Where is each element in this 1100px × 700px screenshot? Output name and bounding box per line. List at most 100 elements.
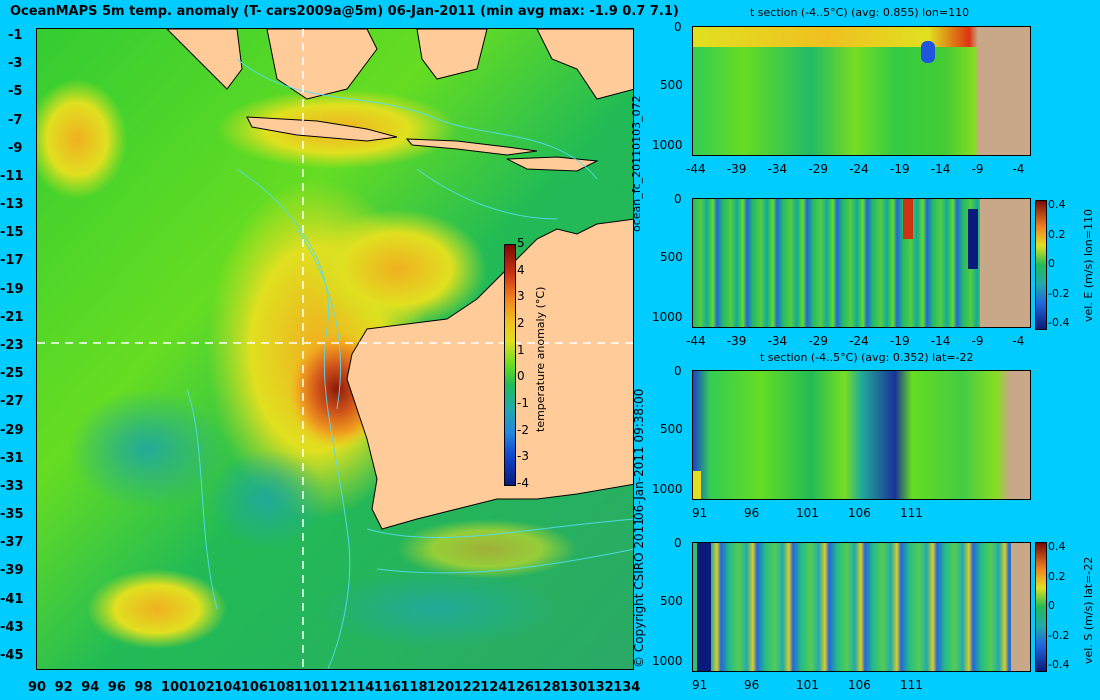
colorbar-tick-label: 1 [517, 342, 525, 357]
depth-tick-label: 500 [660, 78, 683, 92]
colorbar-tick-label: -4 [517, 476, 529, 490]
panel1-lat-axis: -44 -39 -34 -29 -24 -19 -14 -9 -4 [672, 162, 1052, 178]
panel3-title: t section (-4..5°C) (avg: 0.352) lat=-22 [760, 351, 974, 364]
velocity-colorbar-tick: 0.4 [1048, 198, 1066, 211]
depth-tick-label: 1000 [652, 310, 683, 324]
section-x-tick-label: -4 [1012, 334, 1025, 348]
lon-tick-label: 130 [560, 680, 588, 695]
velocity-colorbar-2-ticks: 0.4 0.2 0 -0.2 -0.4 [1048, 534, 1080, 678]
depth-tick-label: 0 [674, 364, 682, 378]
lon-tick-label: 122 [453, 680, 481, 695]
section-x-tick-label: -14 [930, 334, 951, 348]
section-x-tick-label: -44 [686, 162, 706, 176]
lon-tick-label: 106 [240, 680, 268, 695]
panel2-depth-axis: 0 500 1000 [640, 192, 688, 334]
lat-tick-label: -43 [0, 619, 24, 635]
section-x-tick-label: 106 [848, 678, 871, 692]
section-x-tick-label: -34 [767, 162, 788, 176]
lon-tick-label: 110 [294, 680, 322, 695]
lon-tick-label: 114 [347, 680, 375, 695]
section-x-tick-label: 96 [744, 678, 760, 692]
colorbar-tick-label: -2 [517, 422, 529, 437]
lat-tick-label: -33 [0, 478, 24, 494]
lon-tick-label: 124 [480, 680, 508, 695]
velocity-colorbar-tick: -0.2 [1048, 286, 1070, 300]
colorbar-tick-label: 0 [517, 369, 525, 384]
lat-tick-label: -11 [0, 168, 24, 184]
lat-tick-label: -1 [8, 28, 23, 43]
depth-tick-label: 1000 [652, 654, 683, 668]
lat-tick-label: -7 [8, 112, 23, 128]
lat-tick-label: -45 [0, 648, 24, 663]
panel1-depth-axis: 0 500 1000 [640, 20, 688, 162]
latitude-axis: -1 -3 -5 -7 -9 -11 -13 -15 -17 -19 -21 -23 -25 -27 -29… [0, 28, 34, 670]
depth-tick-label: 1000 [652, 482, 683, 496]
velocity-colorbar-tick: 0.2 [1048, 227, 1066, 241]
australia-landmass [346, 218, 633, 530]
lon-tick-label: 134 [613, 680, 641, 695]
section-x-tick-label: -4 [1012, 162, 1025, 176]
lat-tick-label: -3 [8, 56, 23, 72]
velocity-colorbar-1 [1035, 200, 1047, 330]
colorbar-tick-label: 3 [517, 289, 525, 304]
lat-tick-label: -9 [8, 140, 23, 156]
lon-tick-label: 116 [373, 680, 401, 695]
section-x-tick-label: -39 [726, 334, 747, 348]
section-x-tick-label: 111 [900, 506, 923, 520]
velocity-s-label: vel. S (m/s) lat=-22 [1082, 556, 1095, 664]
section-x-tick-label: -29 [808, 334, 828, 348]
panel4-depth-axis: 0 500 1000 [640, 536, 688, 678]
section-x-tick-label: -24 [849, 162, 869, 176]
section-x-tick-label: -24 [849, 334, 869, 348]
lat-tick-label: -29 [0, 422, 24, 438]
depth-tick-label: 500 [660, 422, 683, 436]
section-x-tick-label: -14 [930, 162, 951, 176]
lat-tick-label: -35 [0, 507, 24, 523]
map-colorbar-ticks: 5 4 3 2 1 0 -1 -2 -3 -4 [517, 236, 537, 492]
lon-tick-label: 112 [320, 680, 348, 695]
colorbar-tick-label: 5 [517, 236, 525, 250]
panel4-plot [692, 542, 1031, 672]
section-x-tick-label: 91 [692, 678, 708, 692]
lat-tick-label: -5 [8, 84, 23, 100]
section-x-tick-label: 96 [744, 506, 760, 520]
section-x-tick-label: 111 [900, 678, 923, 692]
longitude-axis: 90 92 94 96 98 100 102 104 106 108 110 112 114 116 118… [26, 680, 646, 696]
depth-tick-label: 500 [660, 594, 683, 608]
velocity-colorbar-2 [1035, 542, 1047, 672]
lon-tick-label: 90 [28, 680, 47, 695]
lat-tick-label: -15 [0, 225, 24, 241]
section-x-tick-label: -44 [686, 334, 706, 348]
lat-tick-label: -27 [0, 394, 24, 410]
lon-tick-label: 96 [107, 680, 126, 695]
depth-tick-label: 1000 [652, 138, 683, 152]
lat-tick-label: -31 [0, 450, 24, 466]
lon-tick-label: 118 [400, 680, 428, 695]
section-x-tick-label: -19 [890, 334, 910, 348]
depth-tick-label: 0 [674, 192, 682, 206]
lat-tick-label: -39 [0, 563, 24, 579]
lat-tick-label: -21 [0, 309, 24, 325]
lon-tick-label: 126 [506, 680, 534, 695]
section-x-tick-label: 106 [848, 506, 871, 520]
panel4-lon-axis: 91 96 101 106 111 [672, 678, 1052, 694]
lon-tick-label: 98 [134, 680, 153, 695]
lat-tick-label: -17 [0, 253, 24, 269]
section-x-tick-label: -9 [971, 334, 984, 348]
lat-tick-label: -25 [0, 366, 24, 382]
lon-tick-label: 104 [214, 680, 242, 695]
panel2-lat-axis: -44 -39 -34 -29 -24 -19 -14 -9 -4 [672, 334, 1052, 350]
panel2-plot [692, 198, 1031, 328]
velocity-e-label: vel. E (m/s) lon=110 [1082, 209, 1095, 322]
panel3-lon-axis: 91 96 101 106 111 [672, 506, 1052, 522]
velocity-colorbar-tick: -0.2 [1048, 628, 1070, 642]
map-title: OceanMAPS 5m temp. anomaly (T- cars2009a… [10, 4, 679, 19]
velocity-colorbar-tick: 0.2 [1048, 569, 1066, 583]
section-x-tick-label: -19 [890, 162, 910, 176]
section-x-tick-label: -34 [767, 334, 788, 348]
section-x-tick-label: 101 [796, 678, 819, 692]
depth-tick-label: 500 [660, 250, 683, 264]
depth-tick-label: 0 [674, 20, 682, 34]
colorbar-tick-label: -1 [517, 396, 529, 410]
map-colorbar-label: temperature anomaly (°C) [534, 286, 547, 432]
